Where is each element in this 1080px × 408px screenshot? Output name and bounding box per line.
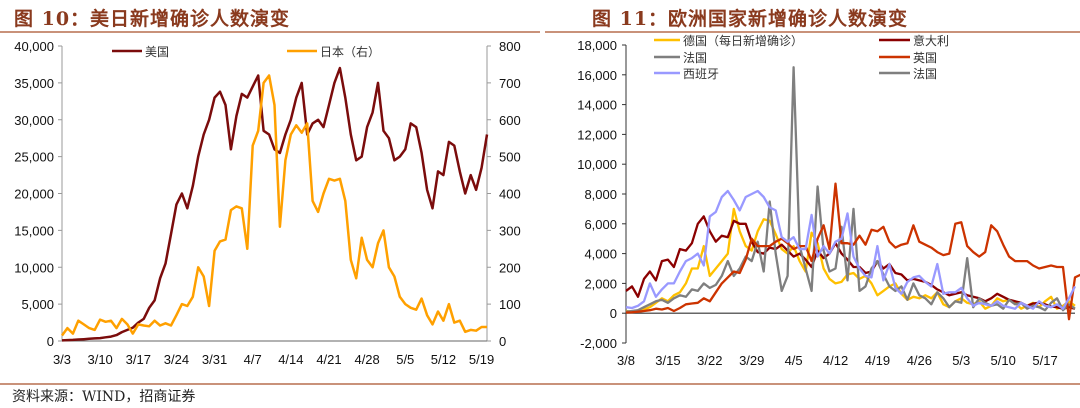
legend-label-spain: 西班牙 [683, 67, 719, 81]
y-tick-label: 20,000 [14, 187, 54, 202]
source-divider [0, 383, 1080, 385]
x-tick-label: 4/21 [316, 352, 341, 367]
x-tick-label: 4/26 [907, 353, 932, 368]
y-tick-label: 10,000 [14, 260, 54, 275]
y2-tick-label: 400 [499, 187, 521, 202]
y-tick-label: 14,000 [577, 98, 617, 113]
x-tick-label: 5/12 [431, 352, 456, 367]
y2-tick-label: 700 [499, 76, 521, 91]
x-tick-label: 5/5 [396, 352, 414, 367]
y-tick-label: 2,000 [584, 276, 617, 291]
y2-tick-label: 100 [499, 297, 521, 312]
legend-label-uk: 英国 [913, 51, 937, 65]
x-tick-label: 3/24 [164, 352, 189, 367]
series-line-usa [61, 66, 489, 342]
right-title-divider [545, 31, 1080, 33]
series-line-france [625, 66, 1076, 313]
y-tick-label: 16,000 [577, 68, 617, 83]
y2-tick-label: 800 [499, 39, 521, 54]
y-tick-label: 8,000 [584, 187, 617, 202]
y-tick-label: 0 [47, 334, 54, 349]
y-tick-label: 15,000 [14, 223, 54, 238]
y-tick-label: 10,000 [577, 157, 617, 172]
y2-tick-label: 600 [499, 113, 521, 128]
y-tick-label: 18,000 [577, 38, 617, 53]
legend-label-france-dup: 法国 [913, 67, 937, 81]
left-title-divider [0, 31, 540, 33]
left-chart-title: 图 10：美日新增确诊人数演变 [14, 8, 291, 30]
y-tick-label: 5,000 [21, 297, 54, 312]
x-tick-label: 3/22 [697, 353, 722, 368]
x-tick-label: 4/19 [865, 353, 890, 368]
x-tick-label: 3/10 [87, 352, 112, 367]
source-note: 资料来源：WIND，招商证券 [12, 389, 196, 405]
y-tick-label: 40,000 [14, 39, 54, 54]
y2-tick-label: 200 [499, 260, 521, 275]
y2-tick-label: 0 [499, 334, 506, 349]
x-tick-label: 4/7 [244, 352, 262, 367]
x-tick-label: 4/5 [785, 353, 803, 368]
y2-tick-label: 300 [499, 223, 521, 238]
legend-label-germany: 德国（每日新增确诊） [683, 33, 803, 48]
y-tick-label: 0 [610, 306, 617, 321]
x-tick-label: 5/10 [991, 353, 1016, 368]
x-tick-label: 3/31 [202, 352, 227, 367]
legend-label-italy: 意大利 [913, 33, 949, 48]
x-tick-label: 3/29 [739, 353, 764, 368]
x-tick-label: 4/28 [354, 352, 379, 367]
x-tick-label: 3/8 [617, 353, 635, 368]
x-tick-label: 4/14 [278, 352, 303, 367]
legend-label-france: 法国 [683, 51, 707, 65]
y-tick-label: 4,000 [584, 247, 617, 262]
series-line-uk [625, 182, 1080, 321]
series-line-japan [60, 74, 487, 337]
legend-label-japan: 日本（右） [320, 44, 380, 59]
y-tick-label: -2,000 [580, 336, 617, 351]
legend-label-usa: 美国 [145, 45, 169, 59]
x-tick-label: 5/17 [1032, 353, 1057, 368]
y-tick-label: 6,000 [584, 217, 617, 232]
x-tick-label: 4/12 [823, 353, 848, 368]
series-line-italy [625, 215, 1076, 310]
y2-tick-label: 500 [499, 150, 521, 165]
x-tick-label: 3/3 [53, 352, 71, 367]
x-tick-label: 3/15 [655, 353, 680, 368]
x-tick-label: 5/19 [469, 352, 494, 367]
y-tick-label: 25,000 [14, 150, 54, 165]
y-tick-label: 30,000 [14, 113, 54, 128]
series-line-spain [625, 189, 1077, 310]
x-tick-label: 5/3 [952, 353, 970, 368]
right-chart-title: 图 11：欧洲国家新增确诊人数演变 [592, 8, 909, 30]
x-tick-label: 3/17 [126, 352, 151, 367]
y-tick-label: 12,000 [577, 127, 617, 142]
y-tick-label: 35,000 [14, 76, 54, 91]
series-line-germany [625, 207, 1076, 313]
